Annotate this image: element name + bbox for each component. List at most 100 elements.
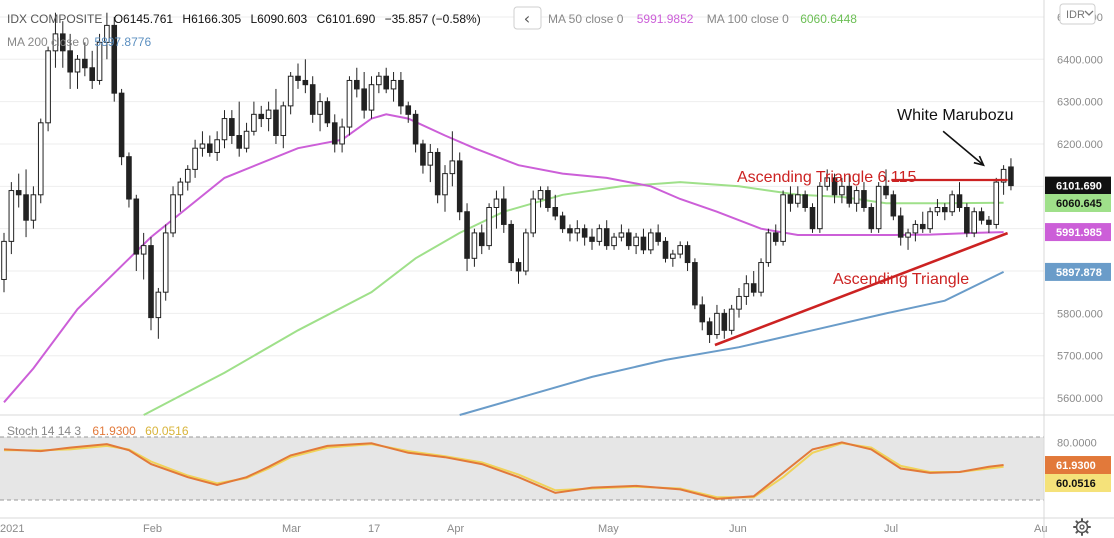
candle-body: [405, 105, 412, 115]
candle-body: [780, 194, 786, 242]
candle: [8, 182, 15, 255]
candle: [949, 190, 955, 216]
candle-body: [427, 151, 434, 166]
candle-body: [493, 198, 500, 208]
gear-icon[interactable]: [1073, 518, 1091, 536]
candle-body: [670, 253, 676, 259]
time-tick-label: 17: [368, 523, 380, 535]
candle-body: [118, 92, 125, 158]
candle-body: [942, 207, 948, 213]
candle-body: [795, 194, 801, 204]
candle: [434, 148, 441, 204]
candle-body: [23, 194, 29, 221]
candle: [567, 224, 573, 242]
candle: [625, 228, 632, 250]
candle: [486, 203, 492, 250]
candle-body: [625, 232, 632, 247]
candle: [221, 110, 228, 149]
candle-body: [574, 228, 581, 234]
candle: [331, 114, 338, 153]
candle: [934, 199, 941, 216]
candle: [537, 186, 544, 208]
candle: [89, 50, 96, 89]
candle-body: [897, 215, 904, 238]
candle-body: [772, 232, 779, 242]
chevron-left-icon: ‹: [524, 9, 530, 28]
candle: [37, 118, 44, 204]
chart-header: IDX COMPOSITE O6145.761 H6166.305 L6090.…: [7, 12, 481, 26]
candle-body: [243, 130, 250, 149]
candle: [795, 186, 801, 208]
price-tag-bg: [1045, 223, 1111, 242]
candle: [442, 165, 448, 212]
candle: [184, 165, 191, 191]
currency-button[interactable]: IDR: [1059, 3, 1096, 25]
chevron-down-icon: [1084, 10, 1094, 16]
candle-body: [750, 283, 757, 293]
y-tick-label: 5600.000: [1057, 393, 1103, 405]
candle: [530, 190, 537, 238]
candle: [677, 241, 684, 259]
candle-body: [434, 151, 441, 196]
candle-body: [442, 173, 448, 196]
candle-body: [949, 194, 955, 213]
candle: [140, 232, 147, 280]
candle-body: [728, 308, 735, 331]
candle: [699, 296, 706, 331]
stoch-tag-bg: [1045, 456, 1111, 475]
candle-body: [523, 232, 529, 272]
candle-body: [530, 198, 537, 234]
candle: [258, 105, 265, 128]
legend-collapse-button[interactable]: ‹: [513, 6, 542, 30]
candle: [96, 33, 103, 85]
candle-body: [368, 84, 375, 111]
candle-body: [295, 75, 301, 81]
time-axis[interactable]: 2021 Feb Mar 17 Apr May Jun Jul Au: [0, 523, 1047, 535]
candle: [376, 71, 382, 94]
candle-body: [265, 109, 272, 120]
stochastic-lines: [3, 441, 1004, 500]
candle: [23, 169, 29, 238]
candle-body: [618, 232, 625, 238]
candle: [802, 190, 808, 212]
stoch-legend: Stoch 14 14 3 61.9300 60.0516: [7, 424, 189, 438]
candle: [30, 186, 37, 229]
candle: [67, 33, 73, 89]
candle: [251, 101, 257, 136]
candle-body: [229, 118, 235, 137]
candle-body: [331, 122, 338, 145]
price-tags: 6101.690 6060.645 5991.985 5897.878 61.9300 6…: [1045, 176, 1111, 493]
candle: [655, 224, 661, 246]
candle: [515, 258, 522, 284]
candle-body: [251, 113, 257, 132]
candle-body: [559, 215, 566, 230]
candle-body: [545, 190, 551, 208]
y-tick-label: 5700.000: [1057, 351, 1103, 363]
candle-body: [74, 58, 81, 73]
candle-body: [30, 194, 37, 221]
candle-body: [706, 321, 713, 336]
stoch-tag-label: 60.0516: [1056, 478, 1096, 490]
candle: [890, 190, 897, 221]
candle-body: [515, 262, 522, 272]
candle-body: [221, 118, 228, 141]
ma50-label: MA 50 close 0: [548, 12, 624, 26]
stoch-tag-label: 61.9300: [1056, 460, 1096, 472]
marubozu-arrow: [942, 130, 985, 166]
candle: [501, 186, 507, 233]
candle: [809, 203, 816, 233]
candle-body: [721, 312, 728, 331]
candle-body: [692, 262, 698, 306]
moving-average-lines: [3, 113, 1005, 416]
candle: [721, 309, 728, 339]
candle-body: [633, 236, 639, 247]
candle-body: [184, 168, 191, 183]
candle: [177, 177, 184, 212]
ma100-line: [143, 181, 1004, 416]
candle: [456, 152, 463, 221]
candle-body: [853, 190, 860, 204]
candle-body: [743, 283, 750, 297]
candle: [471, 228, 478, 267]
candle: [192, 139, 198, 178]
